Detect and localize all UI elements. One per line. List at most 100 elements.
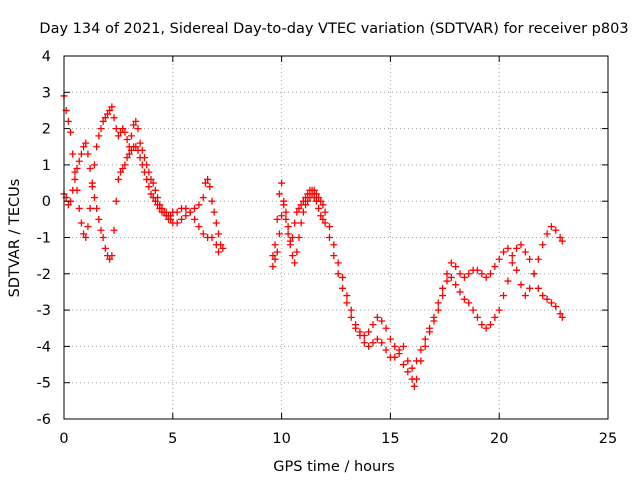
data-point <box>308 190 316 198</box>
data-point <box>106 255 114 263</box>
x-tick-label: 20 <box>490 431 508 447</box>
data-point <box>199 230 207 238</box>
data-point <box>73 165 81 173</box>
data-point <box>291 259 299 267</box>
data-point <box>443 277 451 285</box>
data-point <box>127 146 135 154</box>
data-point <box>517 281 525 289</box>
data-point <box>552 302 560 310</box>
data-point <box>214 230 222 238</box>
data-point <box>434 299 442 307</box>
data-point <box>97 125 105 133</box>
data-point <box>271 241 279 249</box>
data-point <box>80 230 88 238</box>
data-point <box>443 270 451 278</box>
data-point <box>143 175 151 183</box>
data-point <box>212 241 220 249</box>
data-point <box>291 219 299 227</box>
data-point <box>347 306 355 314</box>
data-point <box>460 273 468 281</box>
data-point <box>404 368 412 376</box>
data-point <box>530 270 538 278</box>
data-point <box>513 266 521 274</box>
data-point <box>430 313 438 321</box>
data-point <box>201 179 209 187</box>
data-point <box>90 161 98 169</box>
data-point <box>482 324 490 332</box>
data-point <box>534 255 542 263</box>
data-point <box>162 208 170 216</box>
data-point <box>130 121 138 129</box>
data-point <box>426 324 434 332</box>
data-point <box>526 284 534 292</box>
y-tick-label: -3 <box>37 303 51 319</box>
data-point <box>439 292 447 300</box>
data-point <box>478 321 486 329</box>
data-point <box>99 234 107 241</box>
data-point <box>288 252 296 260</box>
data-point <box>369 339 377 347</box>
data-point <box>64 117 72 125</box>
data-point <box>539 292 547 300</box>
data-point <box>80 143 88 151</box>
data-point <box>125 150 133 158</box>
data-point <box>195 201 203 209</box>
data-point <box>284 230 292 238</box>
data-point <box>212 219 220 227</box>
data-point <box>273 248 281 256</box>
data-point <box>486 321 494 329</box>
y-tick-label: -6 <box>37 412 51 428</box>
data-point <box>99 117 107 125</box>
data-point <box>114 132 122 140</box>
data-point <box>343 299 351 307</box>
data-point <box>552 226 560 234</box>
data-point <box>191 204 199 212</box>
data-point <box>465 270 473 278</box>
x-tick-label: 15 <box>381 431 399 447</box>
data-point <box>204 175 212 183</box>
data-point <box>108 103 116 111</box>
y-tick-label: 3 <box>42 85 51 101</box>
data-point <box>521 248 529 256</box>
data-point <box>123 154 131 162</box>
data-point <box>97 226 105 234</box>
data-point <box>334 259 342 267</box>
data-point <box>282 215 290 223</box>
data-point <box>293 208 301 216</box>
x-tick-label: 10 <box>272 431 290 447</box>
x-tick-label: 0 <box>59 431 68 447</box>
y-tick-label: -1 <box>37 231 51 247</box>
data-point <box>151 186 159 194</box>
data-point <box>123 135 131 143</box>
data-point <box>75 204 83 212</box>
data-point <box>500 248 508 256</box>
data-point <box>145 183 153 191</box>
data-point <box>391 342 399 350</box>
data-point <box>191 215 199 223</box>
data-point <box>452 281 460 289</box>
data-point <box>434 306 442 314</box>
series-b <box>60 139 566 376</box>
data-point <box>121 161 129 169</box>
data-point <box>386 335 394 343</box>
data-point <box>508 252 516 260</box>
data-point <box>275 190 283 198</box>
data-point <box>302 201 310 209</box>
data-point <box>275 230 283 238</box>
data-point <box>456 288 464 296</box>
data-point <box>395 350 403 358</box>
data-point <box>360 339 368 347</box>
data-point <box>378 317 386 325</box>
data-point <box>310 194 318 202</box>
x-axis-label: GPS time / hours <box>273 459 394 475</box>
data-point <box>77 219 85 227</box>
data-point <box>421 335 429 343</box>
data-point <box>71 175 79 183</box>
axes <box>63 55 609 420</box>
data-point <box>206 183 214 191</box>
data-point <box>88 179 96 187</box>
data-point <box>278 179 286 187</box>
data-point <box>539 241 547 249</box>
data-point <box>69 186 77 194</box>
